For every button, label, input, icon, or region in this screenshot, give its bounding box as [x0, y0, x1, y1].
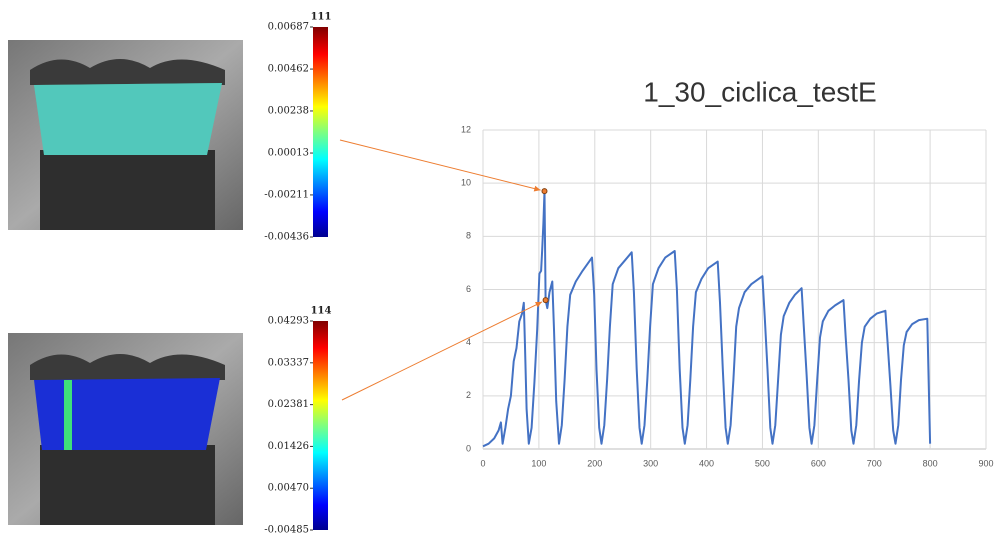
- chart-title: 1_30_ciclica_testE: [643, 76, 876, 107]
- colorbar-tick-label: 0.00013: [268, 148, 309, 159]
- y-tick-label: 4: [466, 337, 471, 347]
- callout-arrow: [341, 301, 543, 401]
- colorbar-tick-label: 0.04293: [268, 316, 309, 327]
- colorbar-tick-label: 0.01426: [268, 441, 309, 452]
- specimen-image: [8, 40, 243, 230]
- y-tick-label: 12: [461, 124, 471, 134]
- colorbar-tick-label: 0.00470: [268, 483, 309, 494]
- x-tick-label: 300: [643, 458, 658, 468]
- frame-label: 111: [311, 12, 332, 23]
- x-tick-label: 500: [755, 458, 770, 468]
- colorbar-tick-label: 0.00238: [268, 105, 309, 116]
- x-tick-label: 900: [978, 458, 993, 468]
- y-tick-label: 0: [466, 443, 471, 453]
- x-tick-label: 100: [531, 458, 546, 468]
- highlight-point: [541, 188, 548, 195]
- x-tick-label: 600: [811, 458, 826, 468]
- x-tick-label: 700: [867, 458, 882, 468]
- y-tick-label: 8: [466, 231, 471, 241]
- specimen-image: [8, 333, 243, 525]
- colorbar: [313, 27, 328, 237]
- colorbar-tick-label: -0.00485: [264, 525, 309, 536]
- colorbar-tick-label: 0.00462: [268, 64, 309, 75]
- y-tick-label: 6: [466, 284, 471, 294]
- colorbar-tick-label: -0.00211: [264, 189, 309, 200]
- colorbar: [313, 321, 328, 530]
- frame-label: 114: [311, 306, 332, 317]
- y-tick-label: 10: [461, 178, 471, 188]
- callout-arrow: [339, 139, 541, 191]
- x-tick-label: 0: [480, 458, 485, 468]
- highlight-point: [542, 297, 549, 304]
- data-line: [482, 190, 932, 448]
- arrow-head: [535, 301, 543, 308]
- colorbar-tick-label: 0.03337: [268, 357, 309, 368]
- arrow-head: [533, 185, 541, 192]
- x-tick-label: 800: [923, 458, 938, 468]
- colorbar-tick-label: 0.00687: [268, 22, 309, 33]
- x-tick-label: 400: [699, 458, 714, 468]
- colorbar-tick-label: -0.00436: [264, 232, 309, 243]
- x-tick-label: 200: [587, 458, 602, 468]
- y-tick-label: 2: [466, 390, 471, 400]
- colorbar-tick-label: 0.02381: [268, 399, 309, 410]
